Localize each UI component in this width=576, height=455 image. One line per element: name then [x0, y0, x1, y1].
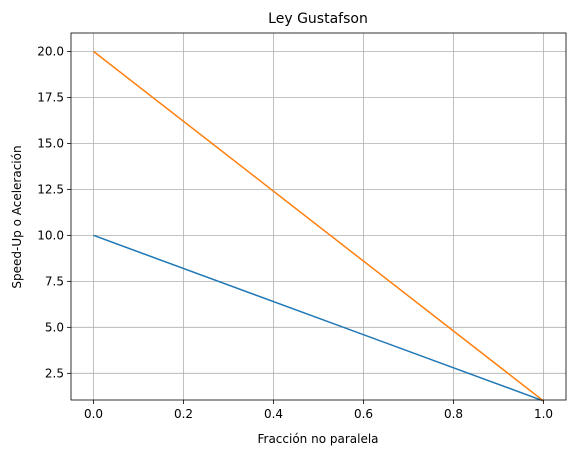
y-tick-label: 2.5 [45, 366, 64, 380]
y-tick-label: 5.0 [45, 320, 64, 334]
y-tick-label: 12.5 [37, 182, 64, 196]
x-tick-label: 0.8 [444, 407, 463, 421]
x-tick-label: 1.0 [534, 407, 553, 421]
x-tick-label: 0.6 [354, 407, 373, 421]
chart-title: Ley Gustafson [268, 11, 368, 27]
x-axis-label: Fracción no paralela [257, 432, 378, 446]
y-tick-label: 15.0 [37, 136, 64, 150]
series-line-1 [93, 234, 544, 402]
x-tick-label: 0.0 [84, 407, 103, 421]
x-tick-label: 0.4 [264, 407, 283, 421]
y-tick-label: 7.5 [45, 274, 64, 288]
series-line-2 [93, 50, 544, 402]
y-ticks: 2.5 5.0 7.5 10.0 12.5 15.0 17.5 20.0 [37, 44, 71, 380]
y-tick-label: 20.0 [37, 44, 64, 58]
grid [71, 33, 566, 400]
y-tick-label: 17.5 [37, 90, 64, 104]
plot-frame [70, 32, 567, 401]
x-tick-label: 0.2 [174, 407, 193, 421]
series-lines [93, 50, 544, 402]
y-tick-label: 10.0 [37, 228, 64, 242]
y-axis-label: Speed-Up o Aceleración [10, 145, 24, 288]
x-ticks: 0.0 0.2 0.4 0.6 0.8 1.0 [84, 400, 553, 421]
